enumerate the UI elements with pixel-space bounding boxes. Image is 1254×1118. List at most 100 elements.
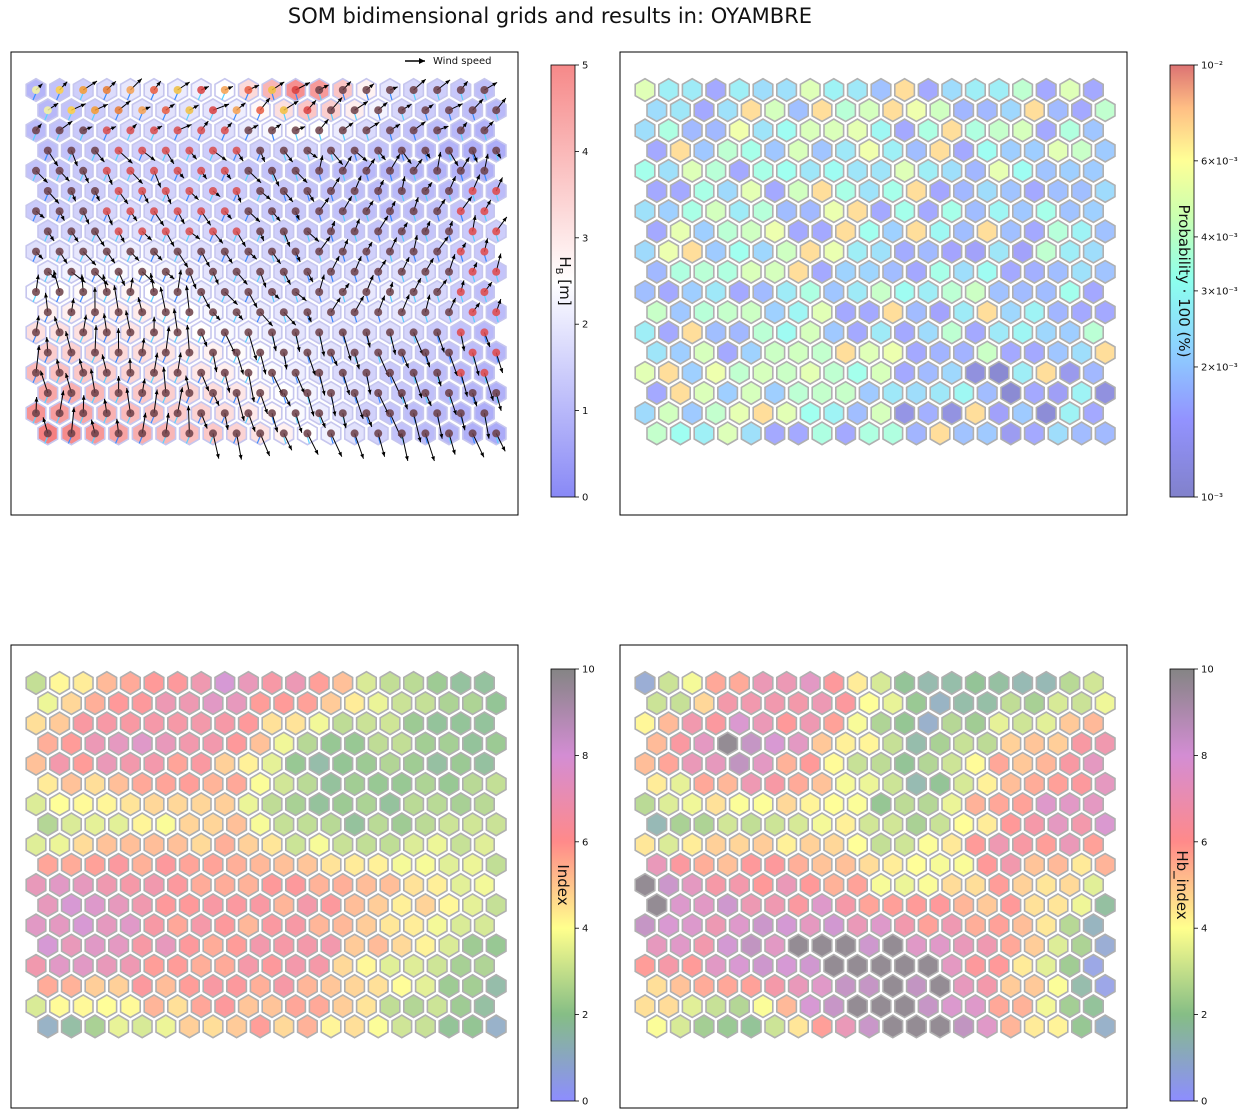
hex-cell: [37, 933, 59, 958]
node-dot: [114, 106, 123, 115]
wave-vector: [209, 234, 214, 242]
wind-vector-head: [53, 270, 57, 276]
hex-cell: [1000, 178, 1022, 204]
hex-cell: [355, 791, 378, 817]
wave-vector: [185, 314, 190, 323]
node-dot: [220, 207, 229, 216]
node-dot: [386, 207, 394, 216]
wind-vector-head: [347, 196, 352, 202]
hex-cell: [391, 973, 413, 999]
node-dot: [409, 247, 418, 256]
wind-vector-head: [475, 302, 480, 308]
node-dot: [138, 187, 147, 195]
hex-cell: [870, 118, 892, 143]
hex-cell: [379, 953, 401, 979]
hex-cell: [752, 239, 774, 264]
hex-cell: [634, 239, 656, 264]
wave-vector: [44, 355, 49, 363]
wind-vector-head: [185, 324, 190, 330]
wind-vector-head: [498, 177, 503, 183]
hex-cell: [669, 259, 692, 285]
hex-cell: [834, 731, 857, 756]
hex-cell: [296, 771, 319, 797]
hex-cell: [1082, 791, 1104, 817]
hex-cell: [905, 299, 928, 325]
hex-cell: [1047, 97, 1069, 123]
wave-vector: [233, 314, 238, 323]
hex-cell: [882, 340, 904, 365]
wave-vector: [103, 335, 108, 343]
wave-vector: [91, 436, 96, 444]
wave-vector: [138, 395, 143, 404]
hex-cell: [787, 771, 810, 797]
node-dot: [409, 368, 418, 377]
hex-cell: [214, 670, 236, 696]
wind-vector-head: [113, 285, 117, 291]
hex-cell: [237, 913, 260, 938]
hex-cell: [1059, 279, 1081, 305]
hex-cell: [131, 1014, 153, 1039]
hex-cell: [1071, 812, 1093, 837]
hex-cell: [705, 832, 727, 857]
wave-vector: [295, 214, 299, 222]
hex-cell: [740, 138, 762, 163]
wave-vector: [413, 375, 417, 383]
hex-cell: [752, 791, 774, 817]
wind-vector-head: [102, 274, 106, 280]
hex-cell: [834, 340, 857, 365]
wind-vector-head: [441, 199, 446, 205]
wave-vector: [44, 153, 49, 161]
hex-cell: [834, 380, 857, 406]
hex-cell: [893, 77, 916, 103]
hex-cell: [846, 400, 869, 426]
hex-cell: [882, 892, 904, 918]
wind-vector-head: [178, 269, 183, 275]
wave-vector: [342, 133, 346, 141]
hex-cell: [988, 711, 1010, 736]
hex-cell: [740, 340, 762, 365]
hex-cell: [1011, 320, 1034, 345]
hex-cell: [96, 670, 118, 696]
wind-vector-head: [298, 427, 303, 433]
wind-vector-head: [89, 368, 94, 374]
hex-cell: [740, 690, 762, 716]
node-dot: [338, 86, 347, 94]
node-dot: [279, 227, 288, 236]
hex-cell: [391, 812, 413, 837]
hex-cell: [1047, 138, 1069, 163]
hex-cell: [905, 380, 928, 406]
wind-vector-head: [304, 82, 310, 87]
wave-vector: [295, 375, 299, 383]
hex-cell: [823, 751, 845, 777]
node-dot: [492, 348, 501, 357]
hex-cell: [426, 711, 448, 736]
node-dot: [32, 166, 40, 175]
colorbar-tick-label: 3×10⁻³: [1201, 286, 1238, 297]
hex-cell: [941, 791, 963, 817]
hex-cell: [237, 670, 260, 696]
node-dot: [185, 187, 194, 195]
node-dot: [138, 348, 147, 357]
wind-vector-head: [255, 217, 260, 222]
wind-vector-head: [35, 274, 40, 280]
wind-vector-head: [296, 256, 301, 262]
hex-cell: [190, 791, 212, 817]
hex-cell: [450, 913, 472, 938]
wave-vector: [233, 274, 238, 283]
hex-cell: [693, 259, 715, 285]
hex-cell: [716, 731, 739, 756]
node-dot: [350, 389, 359, 397]
hex-cell: [728, 77, 751, 103]
hex-cell: [976, 1014, 998, 1039]
hex-cell: [332, 670, 354, 696]
wave-vector: [318, 254, 322, 262]
node-dot: [480, 126, 489, 135]
wind-vector-head: [420, 121, 426, 126]
hex-cell: [296, 812, 319, 837]
hex-cell: [657, 360, 680, 386]
hex-cell: [799, 118, 821, 143]
hex-cell: [811, 219, 833, 244]
hex-cell: [787, 380, 810, 406]
wave-vector: [401, 153, 405, 161]
hex-cell: [634, 320, 656, 345]
